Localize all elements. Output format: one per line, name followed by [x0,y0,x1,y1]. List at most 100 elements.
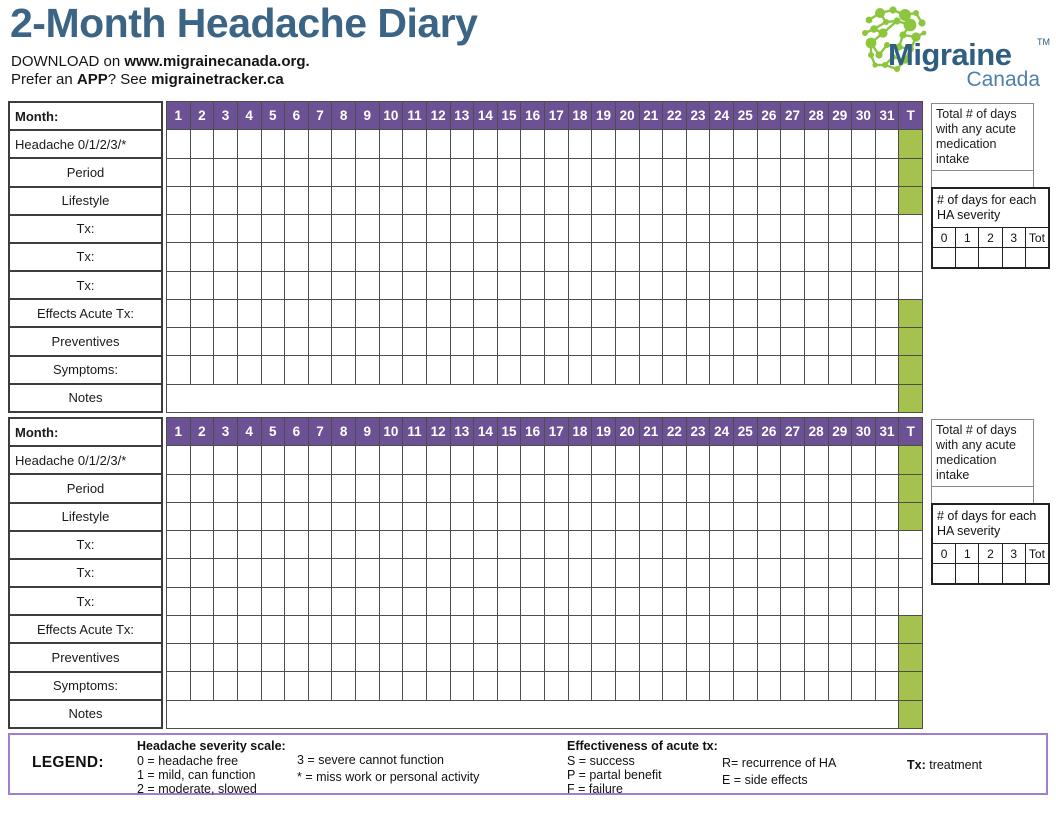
row-total-cell[interactable] [899,587,922,615]
day-entry-cell[interactable] [332,356,355,384]
day-entry-cell[interactable] [568,271,592,299]
day-entry-cell[interactable] [757,271,781,299]
day-entry-cell[interactable] [308,215,332,243]
day-entry-cell[interactable] [852,356,875,384]
day-entry-cell[interactable] [261,215,285,243]
day-entry-cell[interactable] [190,243,214,271]
day-entry-cell[interactable] [615,531,639,559]
day-entry-cell[interactable] [734,356,757,384]
day-entry-cell[interactable] [521,299,544,328]
day-entry-cell[interactable] [474,502,497,531]
day-entry-cell[interactable] [261,158,285,186]
day-entry-cell[interactable] [615,615,639,644]
day-entry-cell[interactable] [734,158,757,186]
day-entry-cell[interactable] [214,299,237,328]
day-entry-cell[interactable] [214,615,237,644]
day-entry-cell[interactable] [710,531,733,559]
day-entry-cell[interactable] [403,158,426,186]
day-entry-cell[interactable] [237,215,261,243]
day-entry-cell[interactable] [781,271,804,299]
day-entry-cell[interactable] [379,644,403,672]
day-entry-cell[interactable] [261,130,285,158]
day-entry-cell[interactable] [592,299,615,328]
day-entry-cell[interactable] [426,644,450,672]
day-entry-cell[interactable] [356,531,379,559]
day-entry-cell[interactable] [710,130,733,158]
day-entry-cell[interactable] [450,356,474,384]
day-entry-cell[interactable] [592,559,615,587]
day-entry-cell[interactable] [875,587,899,615]
day-entry-cell[interactable] [757,215,781,243]
day-entry-cell[interactable] [639,559,663,587]
day-entry-cell[interactable] [403,587,426,615]
day-entry-cell[interactable] [474,186,497,215]
day-entry-cell[interactable] [828,531,852,559]
day-entry-cell[interactable] [615,186,639,215]
severity-count-input[interactable] [979,248,1002,267]
day-entry-cell[interactable] [804,672,828,700]
day-entry-cell[interactable] [639,672,663,700]
day-entry-cell[interactable] [497,299,521,328]
day-entry-cell[interactable] [308,559,332,587]
day-entry-cell[interactable] [639,615,663,644]
day-entry-cell[interactable] [852,587,875,615]
day-entry-cell[interactable] [568,130,592,158]
day-entry-cell[interactable] [781,328,804,356]
day-entry-cell[interactable] [521,644,544,672]
day-entry-cell[interactable] [167,531,190,559]
day-entry-cell[interactable] [308,328,332,356]
day-entry-cell[interactable] [332,271,355,299]
day-entry-cell[interactable] [592,672,615,700]
day-entry-cell[interactable] [497,474,521,502]
day-entry-cell[interactable] [261,356,285,384]
day-entry-cell[interactable] [332,186,355,215]
day-entry-cell[interactable] [450,243,474,271]
notes-entry-cell[interactable] [167,700,899,728]
day-entry-cell[interactable] [379,531,403,559]
severity-count-input[interactable] [1002,248,1025,267]
row-total-cell[interactable] [899,158,922,186]
day-entry-cell[interactable] [214,356,237,384]
day-entry-cell[interactable] [403,243,426,271]
day-entry-cell[interactable] [710,559,733,587]
row-total-cell[interactable] [899,559,922,587]
day-entry-cell[interactable] [804,271,828,299]
day-entry-cell[interactable] [828,299,852,328]
day-entry-cell[interactable] [639,158,663,186]
day-entry-cell[interactable] [237,531,261,559]
day-entry-cell[interactable] [167,474,190,502]
day-entry-cell[interactable] [167,559,190,587]
day-entry-cell[interactable] [568,356,592,384]
day-entry-cell[interactable] [403,130,426,158]
day-entry-cell[interactable] [545,130,568,158]
day-entry-cell[interactable] [615,299,639,328]
day-entry-cell[interactable] [450,587,474,615]
day-entry-cell[interactable] [356,271,379,299]
day-entry-cell[interactable] [686,559,710,587]
day-entry-cell[interactable] [852,559,875,587]
row-total-cell[interactable] [899,356,922,384]
day-entry-cell[interactable] [332,559,355,587]
day-entry-cell[interactable] [450,502,474,531]
day-entry-cell[interactable] [710,243,733,271]
day-entry-cell[interactable] [686,644,710,672]
day-entry-cell[interactable] [474,356,497,384]
day-entry-cell[interactable] [214,215,237,243]
day-entry-cell[interactable] [426,559,450,587]
day-entry-cell[interactable] [639,356,663,384]
day-entry-cell[interactable] [639,474,663,502]
day-entry-cell[interactable] [781,531,804,559]
day-entry-cell[interactable] [686,271,710,299]
day-entry-cell[interactable] [285,299,308,328]
day-entry-cell[interactable] [237,502,261,531]
day-entry-cell[interactable] [545,328,568,356]
row-total-cell[interactable] [899,446,922,474]
day-entry-cell[interactable] [450,130,474,158]
day-entry-cell[interactable] [615,672,639,700]
day-entry-cell[interactable] [474,328,497,356]
day-entry-cell[interactable] [568,158,592,186]
day-entry-cell[interactable] [521,215,544,243]
day-entry-cell[interactable] [308,130,332,158]
day-entry-cell[interactable] [261,186,285,215]
day-entry-cell[interactable] [828,615,852,644]
